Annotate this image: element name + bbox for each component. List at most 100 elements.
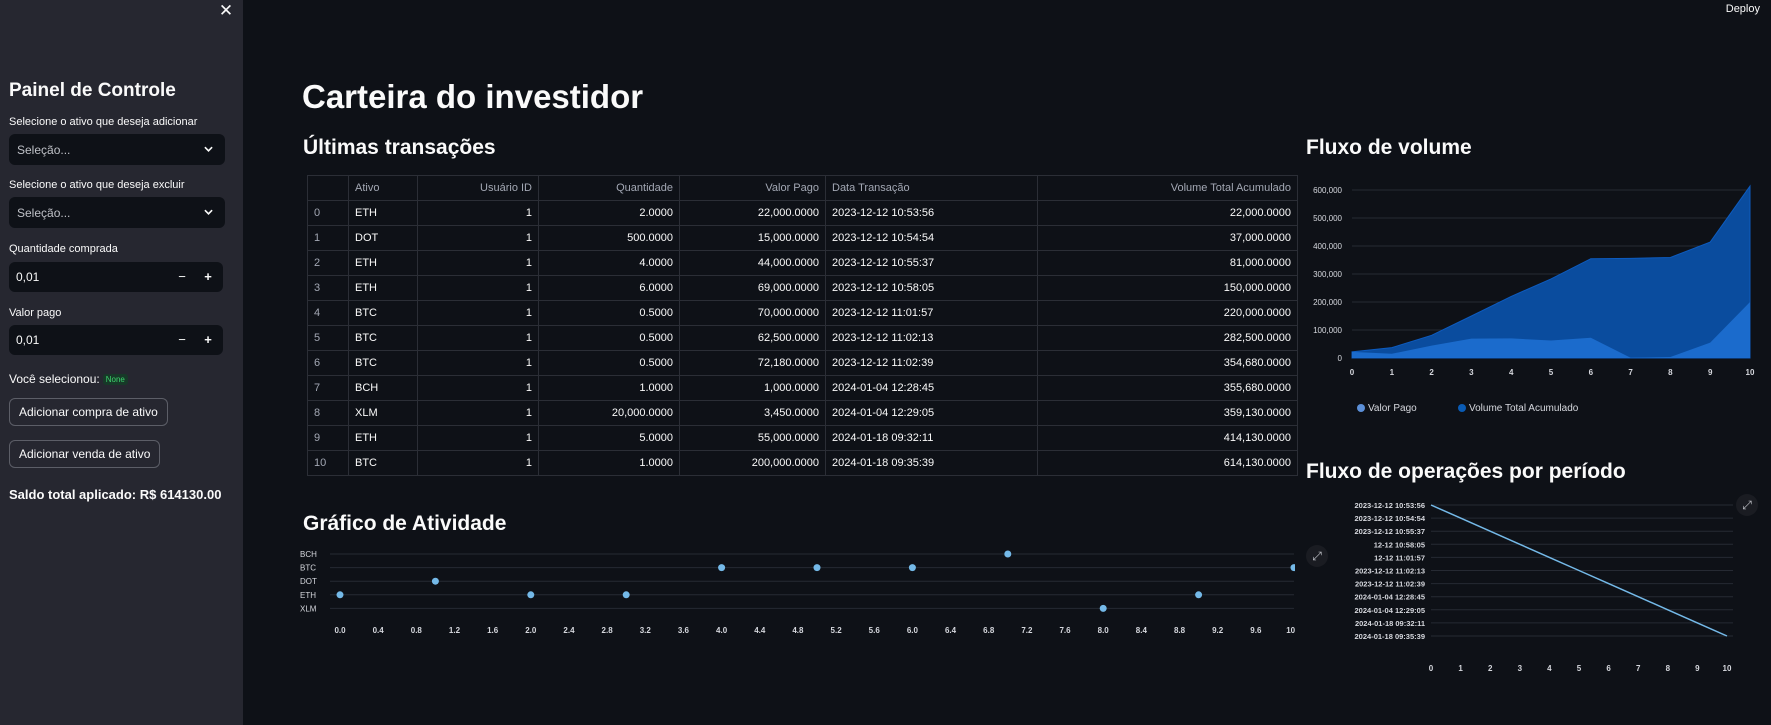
- add-asset-select[interactable]: Seleção...: [9, 134, 225, 165]
- add-buy-button[interactable]: Adicionar compra de ativo: [9, 398, 168, 426]
- x-tick-label: 6.8: [983, 626, 995, 635]
- paid-decrement-button[interactable]: −: [178, 332, 186, 347]
- cell-quantidade: 0.5000: [538, 350, 680, 376]
- cell-ativo: ETH: [348, 250, 418, 276]
- cell-index: 1: [307, 225, 349, 251]
- col-data-transacao[interactable]: Data Transação: [825, 175, 1038, 201]
- paid-increment-button[interactable]: +: [204, 332, 212, 347]
- x-tick-label: 5.2: [831, 626, 843, 635]
- cell-ativo: BTC: [348, 300, 418, 326]
- data-point: [431, 577, 439, 585]
- area-volume-total: [1351, 184, 1751, 359]
- table-row[interactable]: 3 ETH 1 6.0000 69,000.0000 2023-12-12 10:58:0…: [307, 275, 1298, 301]
- col-ativo[interactable]: Ativo: [348, 175, 418, 201]
- remove-asset-select[interactable]: Seleção...: [9, 197, 225, 228]
- cell-valor-pago: 55,000.0000: [679, 425, 826, 451]
- x-tick-label: 6: [1606, 664, 1611, 673]
- cell-quantidade: 0.5000: [538, 300, 680, 326]
- expand-icon[interactable]: ⤢: [1736, 494, 1758, 516]
- activity-title: Gráfico de Atividade: [303, 512, 507, 535]
- cell-quantidade: 1.0000: [538, 450, 680, 476]
- table-row[interactable]: 5 BTC 1 0.5000 62,500.0000 2023-12-12 11:02:1…: [307, 325, 1298, 351]
- quantity-input[interactable]: 0,01 − +: [9, 262, 223, 292]
- col-volume-total[interactable]: Volume Total Acumulado: [1037, 175, 1298, 201]
- cell-index: 2: [307, 250, 349, 276]
- cell-data: 2023-12-12 10:55:37: [825, 250, 1038, 276]
- col-usuario-id[interactable]: Usuário ID: [417, 175, 539, 201]
- cell-valor-pago: 200,000.0000: [679, 450, 826, 476]
- legend-marker: [1357, 404, 1365, 412]
- col-index[interactable]: [307, 175, 349, 201]
- cell-usuario-id: 1: [417, 200, 539, 226]
- y-tick-label: 2023-12-12 11:02:39: [1355, 580, 1425, 589]
- cell-index: 3: [307, 275, 349, 301]
- x-tick-label: 8.0: [1098, 626, 1110, 635]
- transactions-title: Últimas transações: [303, 136, 496, 159]
- x-tick-label: 10.0: [1286, 626, 1295, 635]
- col-valor-pago[interactable]: Valor Pago: [679, 175, 826, 201]
- col-quantidade[interactable]: Quantidade: [538, 175, 680, 201]
- y-tick-label: 2024-01-04 12:29:05: [1355, 606, 1425, 615]
- y-tick-label: 12-12 11:01:57: [1374, 553, 1425, 562]
- x-tick-label: 8: [1666, 664, 1671, 673]
- paid-input[interactable]: 0,01 − +: [9, 325, 223, 355]
- x-tick-label: 2.0: [525, 626, 537, 635]
- x-tick-label: 0: [1429, 664, 1434, 673]
- x-tick-label: 0.4: [373, 626, 385, 635]
- cell-ativo: BTC: [348, 325, 418, 351]
- x-tick-label: 2: [1488, 664, 1493, 673]
- cell-usuario-id: 1: [417, 350, 539, 376]
- cell-volume: 81,000.0000: [1037, 250, 1298, 276]
- y-tick-label: 2023-12-12 11:02:13: [1355, 567, 1425, 576]
- table-row[interactable]: 6 BTC 1 0.5000 72,180.0000 2023-12-12 11:02:3…: [307, 350, 1298, 376]
- data-point: [1099, 604, 1107, 612]
- cell-quantidade: 20,000.0000: [538, 400, 680, 426]
- transactions-table[interactable]: Ativo Usuário ID Quantidade Valor Pago D…: [307, 175, 1298, 476]
- cell-volume: 355,680.0000: [1037, 375, 1298, 401]
- x-tick-label: 6.4: [945, 626, 957, 635]
- legend-label: Volume Total Acumulado: [1469, 403, 1579, 414]
- x-tick-label: 10: [1746, 368, 1755, 377]
- x-tick-label: 4.8: [792, 626, 804, 635]
- y-tick-label: 400,000: [1313, 242, 1342, 251]
- cell-index: 5: [307, 325, 349, 351]
- table-row[interactable]: 9 ETH 1 5.0000 55,000.0000 2024-01-18 09:32:1…: [307, 425, 1298, 451]
- table-row[interactable]: 4 BTC 1 0.5000 70,000.0000 2023-12-12 11:01:5…: [307, 300, 1298, 326]
- deploy-button[interactable]: Deploy: [1725, 3, 1760, 15]
- cell-valor-pago: 69,000.0000: [679, 275, 826, 301]
- table-row[interactable]: 10 BTC 1 1.0000 200,000.0000 2024-01-18 09:35…: [307, 450, 1298, 476]
- y-tick-label: BCH: [300, 550, 317, 559]
- sidebar: ✕ Painel de Controle Selecione o ativo q…: [0, 0, 243, 725]
- x-tick-label: 9: [1708, 368, 1713, 377]
- cell-usuario-id: 1: [417, 425, 539, 451]
- cell-usuario-id: 1: [417, 400, 539, 426]
- expand-icon[interactable]: ⤢: [1306, 545, 1328, 567]
- cell-data: 2024-01-04 12:28:45: [825, 375, 1038, 401]
- table-row[interactable]: 7 BCH 1 1.0000 1,000.0000 2024-01-04 12:28:45…: [307, 375, 1298, 401]
- cell-ativo: ETH: [348, 275, 418, 301]
- y-tick-label: 2023-12-12 10:53:56: [1355, 501, 1425, 510]
- remove-asset-label: Selecione o ativo que deseja excluir: [9, 179, 185, 191]
- x-tick-label: 9.2: [1212, 626, 1224, 635]
- cell-volume: 614,130.0000: [1037, 450, 1298, 476]
- cell-index: 8: [307, 400, 349, 426]
- cell-data: 2023-12-12 11:02:39: [825, 350, 1038, 376]
- quantity-decrement-button[interactable]: −: [178, 269, 186, 284]
- legend-label: Valor Pago: [1368, 403, 1417, 414]
- data-point: [1290, 564, 1295, 572]
- y-tick-label: XLM: [300, 604, 317, 613]
- cell-data: 2023-12-12 11:01:57: [825, 300, 1038, 326]
- table-row[interactable]: 2 ETH 1 4.0000 44,000.0000 2023-12-12 10:55:3…: [307, 250, 1298, 276]
- table-row[interactable]: 0 ETH 1 2.0000 22,000.0000 2023-12-12 10:53:5…: [307, 200, 1298, 226]
- table-row[interactable]: 8 XLM 1 20,000.0000 3,450.0000 2024-01-04 12:…: [307, 400, 1298, 426]
- add-sell-button[interactable]: Adicionar venda de ativo: [9, 440, 161, 468]
- cell-volume: 22,000.0000: [1037, 200, 1298, 226]
- quantity-increment-button[interactable]: +: [204, 269, 212, 284]
- data-point: [718, 564, 726, 572]
- sidebar-title: Painel de Controle: [9, 80, 176, 101]
- y-tick-label: 200,000: [1313, 298, 1342, 307]
- close-icon[interactable]: ✕: [218, 1, 234, 20]
- table-row[interactable]: 1 DOT 1 500.0000 15,000.0000 2023-12-12 10:54…: [307, 225, 1298, 251]
- quantity-value: 0,01: [16, 270, 40, 284]
